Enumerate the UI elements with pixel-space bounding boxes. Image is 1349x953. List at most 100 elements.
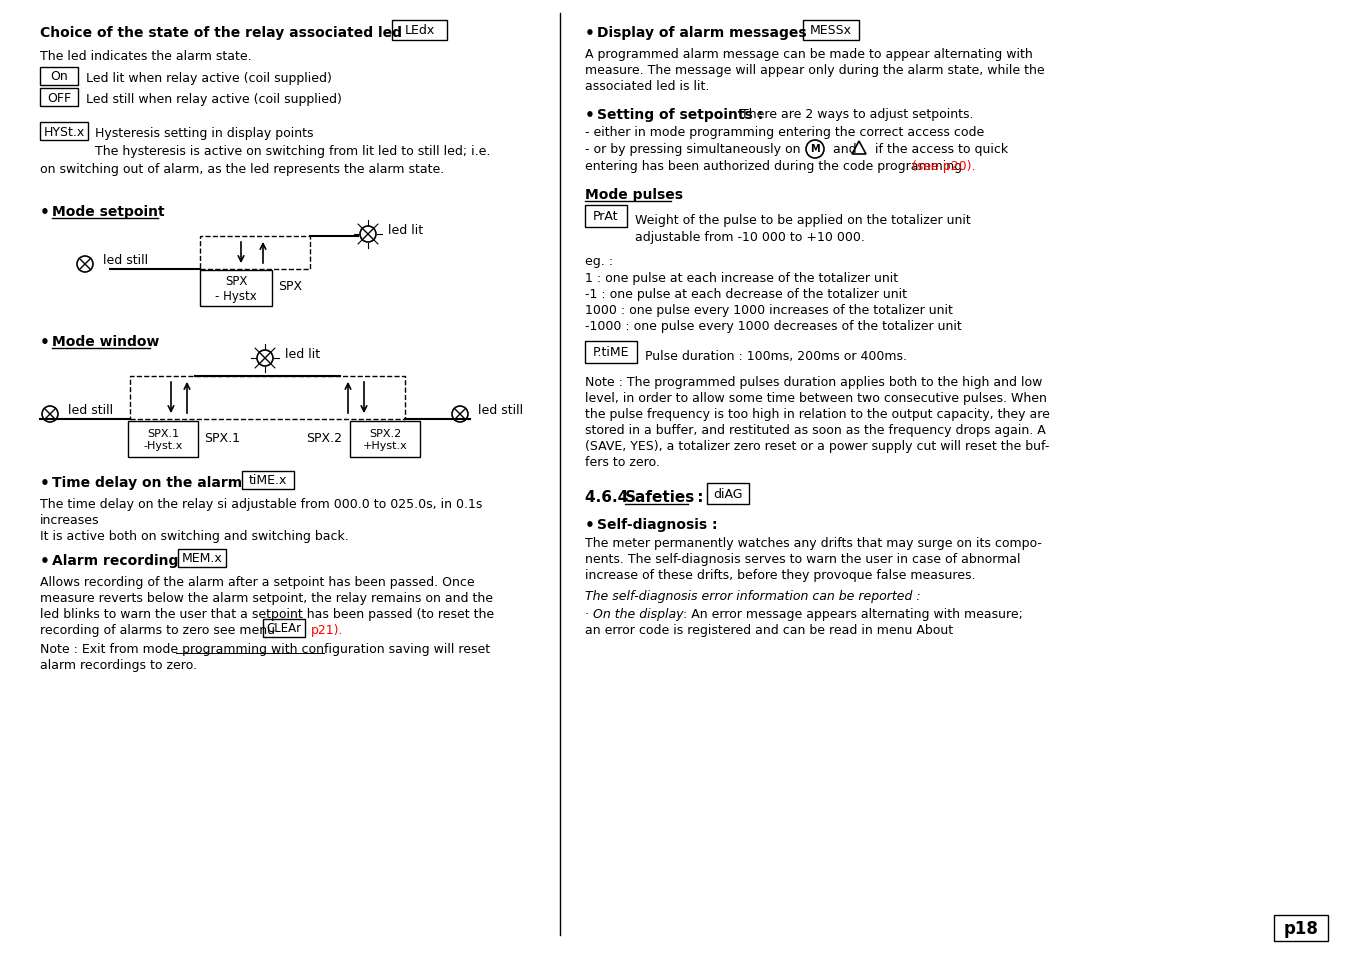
Text: Choice of the state of the relay associated led: Choice of the state of the relay associa… bbox=[40, 26, 402, 40]
Bar bbox=[40, 123, 88, 141]
Bar bbox=[1273, 915, 1327, 941]
Text: Pulse duration : 100ms, 200ms or 400ms.: Pulse duration : 100ms, 200ms or 400ms. bbox=[645, 350, 907, 363]
Text: increase of these drifts, before they provoque false measures.: increase of these drifts, before they pr… bbox=[585, 568, 975, 581]
Text: •: • bbox=[40, 554, 55, 568]
Bar bbox=[178, 550, 227, 567]
Text: SPX.2: SPX.2 bbox=[306, 431, 343, 444]
Text: Weight of the pulse to be applied on the totalizer unit: Weight of the pulse to be applied on the… bbox=[635, 213, 971, 227]
Text: Allows recording of the alarm after a setpoint has been passed. Once: Allows recording of the alarm after a se… bbox=[40, 576, 475, 588]
Text: if the access to quick: if the access to quick bbox=[871, 143, 1008, 156]
Text: •: • bbox=[585, 26, 600, 41]
Text: The self-diagnosis error information can be reported :: The self-diagnosis error information can… bbox=[585, 589, 920, 602]
Text: Self-diagnosis :: Self-diagnosis : bbox=[598, 517, 718, 532]
Text: led lit: led lit bbox=[389, 224, 424, 237]
Bar bbox=[241, 472, 294, 490]
Text: p21).: p21). bbox=[312, 623, 344, 637]
Text: Time delay on the alarm: Time delay on the alarm bbox=[53, 476, 241, 490]
Text: •: • bbox=[585, 517, 600, 533]
Text: an error code is registered and can be read in menu About: an error code is registered and can be r… bbox=[585, 623, 954, 637]
Text: •: • bbox=[40, 476, 55, 491]
Text: -1 : one pulse at each decrease of the totalizer unit: -1 : one pulse at each decrease of the t… bbox=[585, 288, 907, 301]
Text: fers to zero.: fers to zero. bbox=[585, 456, 660, 469]
Text: tiME.x: tiME.x bbox=[248, 474, 287, 487]
Text: (see p20).: (see p20). bbox=[908, 160, 975, 172]
Text: •: • bbox=[40, 335, 55, 350]
Text: on switching out of alarm, as the led represents the alarm state.: on switching out of alarm, as the led re… bbox=[40, 163, 444, 175]
Text: Mode pulses: Mode pulses bbox=[585, 188, 683, 202]
Text: SPX: SPX bbox=[278, 280, 302, 294]
Text: associated led is lit.: associated led is lit. bbox=[585, 80, 710, 92]
Text: led still: led still bbox=[103, 254, 148, 267]
Text: : An error message appears alternating with measure;: : An error message appears alternating w… bbox=[679, 607, 1023, 620]
Text: 1 : one pulse at each increase of the totalizer unit: 1 : one pulse at each increase of the to… bbox=[585, 272, 898, 285]
Text: Alarm recording: Alarm recording bbox=[53, 554, 178, 567]
Text: Led lit when relay active (coil supplied): Led lit when relay active (coil supplied… bbox=[86, 71, 332, 85]
Text: - either in mode programming entering the correct access code: - either in mode programming entering th… bbox=[585, 126, 985, 139]
Text: SPX
- Hystx: SPX - Hystx bbox=[214, 274, 256, 303]
Text: eg. :: eg. : bbox=[585, 254, 612, 268]
Text: measure. The message will appear only during the alarm state, while the: measure. The message will appear only du… bbox=[585, 64, 1044, 77]
Text: There are 2 ways to adjust setpoints.: There are 2 ways to adjust setpoints. bbox=[737, 108, 974, 121]
Text: -1000 : one pulse every 1000 decreases of the totalizer unit: -1000 : one pulse every 1000 decreases o… bbox=[585, 319, 962, 333]
Text: A programmed alarm message can be made to appear alternating with: A programmed alarm message can be made t… bbox=[585, 48, 1033, 61]
Text: Note : Exit from mode programming with configuration saving will reset: Note : Exit from mode programming with c… bbox=[40, 642, 490, 656]
Text: ·: · bbox=[585, 607, 594, 620]
Text: diAG: diAG bbox=[714, 488, 743, 500]
Text: recording of alarms to zero see menu: recording of alarms to zero see menu bbox=[40, 623, 275, 637]
Text: increases: increases bbox=[40, 514, 100, 526]
Text: 4.6.4: 4.6.4 bbox=[585, 490, 634, 504]
Text: PrAt: PrAt bbox=[594, 211, 619, 223]
Bar bbox=[40, 89, 78, 107]
Text: alarm recordings to zero.: alarm recordings to zero. bbox=[40, 659, 197, 671]
Text: - or by pressing simultaneously on: - or by pressing simultaneously on bbox=[585, 143, 800, 156]
Text: LEdx: LEdx bbox=[405, 25, 434, 37]
Bar bbox=[707, 483, 749, 504]
Text: HYSt.x: HYSt.x bbox=[43, 126, 85, 138]
Text: led lit: led lit bbox=[285, 348, 320, 361]
Text: stored in a buffer, and restituted as soon as the frequency drops again. A: stored in a buffer, and restituted as so… bbox=[585, 423, 1045, 436]
Text: MEM.x: MEM.x bbox=[182, 552, 223, 565]
Bar bbox=[393, 21, 447, 41]
Text: M: M bbox=[811, 144, 820, 153]
Text: the pulse frequency is too high in relation to the output capacity, they are: the pulse frequency is too high in relat… bbox=[585, 408, 1050, 420]
Text: SPX.1
-Hyst.x: SPX.1 -Hyst.x bbox=[143, 429, 182, 451]
Text: The hysteresis is active on switching from lit led to still led; i.e.: The hysteresis is active on switching fr… bbox=[94, 145, 491, 158]
Text: CLEAr: CLEAr bbox=[267, 622, 302, 635]
Text: Setting of setpoints :: Setting of setpoints : bbox=[598, 108, 764, 122]
Text: •: • bbox=[40, 205, 55, 220]
Text: level, in order to allow some time between two consecutive pulses. When: level, in order to allow some time betwe… bbox=[585, 392, 1047, 405]
Text: nents. The self-diagnosis serves to warn the user in case of abnormal: nents. The self-diagnosis serves to warn… bbox=[585, 553, 1020, 565]
Bar bbox=[130, 376, 405, 419]
Text: led still: led still bbox=[478, 404, 523, 417]
Bar bbox=[349, 421, 420, 457]
Text: Display of alarm messages: Display of alarm messages bbox=[598, 26, 807, 40]
Text: 1000 : one pulse every 1000 increases of the totalizer unit: 1000 : one pulse every 1000 increases of… bbox=[585, 304, 952, 316]
Text: OFF: OFF bbox=[47, 91, 71, 105]
Text: On: On bbox=[50, 71, 67, 84]
Text: MESSx: MESSx bbox=[809, 25, 853, 37]
Text: measure reverts below the alarm setpoint, the relay remains on and the: measure reverts below the alarm setpoint… bbox=[40, 592, 492, 604]
Bar bbox=[200, 271, 272, 307]
Text: Led still when relay active (coil supplied): Led still when relay active (coil suppli… bbox=[86, 92, 341, 106]
Text: The meter permanently watches any drifts that may surge on its compo-: The meter permanently watches any drifts… bbox=[585, 537, 1041, 550]
Text: P.tiME: P.tiME bbox=[592, 346, 629, 359]
Text: Hysteresis setting in display points: Hysteresis setting in display points bbox=[94, 127, 313, 140]
Text: Mode window: Mode window bbox=[53, 335, 159, 349]
Text: The led indicates the alarm state.: The led indicates the alarm state. bbox=[40, 50, 252, 63]
Bar bbox=[40, 68, 78, 86]
Text: led still: led still bbox=[67, 404, 113, 417]
Text: :: : bbox=[692, 490, 703, 504]
Bar bbox=[200, 236, 310, 270]
Text: led blinks to warn the user that a setpoint has been passed (to reset the: led blinks to warn the user that a setpo… bbox=[40, 607, 494, 620]
Text: On the display: On the display bbox=[594, 607, 684, 620]
Text: The time delay on the relay si adjustable from 000.0 to 025.0s, in 0.1s: The time delay on the relay si adjustabl… bbox=[40, 497, 483, 511]
Text: Mode setpoint: Mode setpoint bbox=[53, 205, 165, 219]
Text: Note : The programmed pulses duration applies both to the high and low: Note : The programmed pulses duration ap… bbox=[585, 375, 1043, 389]
Bar bbox=[585, 206, 627, 228]
Text: •: • bbox=[585, 108, 600, 123]
Text: SPX.2
+Hyst.x: SPX.2 +Hyst.x bbox=[363, 429, 407, 451]
Bar bbox=[585, 341, 637, 364]
Text: p18: p18 bbox=[1283, 919, 1318, 937]
Bar bbox=[128, 421, 198, 457]
Text: entering has been authorized during the code programming: entering has been authorized during the … bbox=[585, 160, 962, 172]
